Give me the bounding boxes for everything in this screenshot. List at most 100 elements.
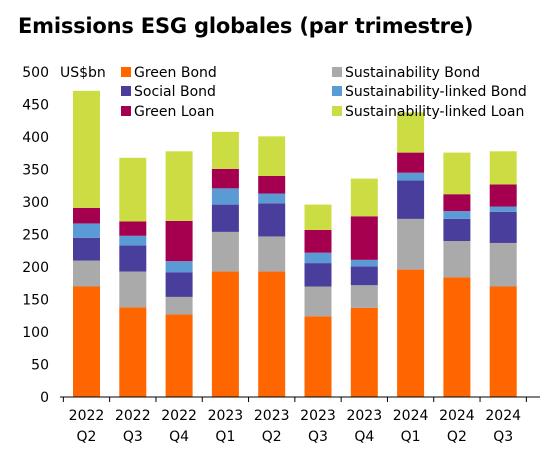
y-tick-label: 250 — [22, 228, 49, 244]
bar-segment-social-bond — [397, 180, 425, 219]
x-tick-label-year: 2023 — [346, 408, 382, 424]
bar-series-group — [73, 90, 517, 397]
legend-swatch — [121, 106, 131, 116]
x-axis: 2022 Q2 2022 Q3 2022 Q4 2023 Q1 2023 Q2 2023 Q3 2023… — [60, 396, 540, 445]
x-tick-label-year: 2023 — [208, 408, 244, 424]
bar-segment-social-bond — [119, 245, 147, 272]
legend-label: Social Bond — [134, 84, 216, 100]
bar-segment-sustainability-linked-bond — [397, 172, 425, 181]
chart-title: Emissions ESG globales (par trimestre) — [18, 14, 474, 38]
bar-segment-sustainability-bond — [397, 218, 425, 270]
bar-segment-sustainability-linked-loan — [258, 136, 286, 176]
x-tick-label-year: 2024 — [393, 408, 429, 424]
y-tick-label: 0 — [40, 390, 49, 406]
legend: Green Bond Sustainability Bond Social Bond… — [121, 65, 527, 120]
x-tick-label-quarter: Q4 — [169, 429, 189, 445]
unit-label: US$bn — [60, 65, 106, 81]
y-tick-label: 50 — [31, 358, 49, 374]
x-tick-label-quarter: Q1 — [401, 429, 421, 445]
bar-segment-sustainability-bond — [73, 260, 100, 287]
bar-segment-sustainability-bond — [443, 241, 471, 278]
bar-segment-sustainability-linked-bond — [119, 235, 147, 246]
bar-segment-green-bond — [443, 277, 471, 397]
bar-segment-sustainability-bond — [304, 286, 332, 317]
x-tick-label-year: 2022 — [161, 408, 197, 424]
x-tick-label-year: 2023 — [300, 408, 336, 424]
x-tick-label-quarter: Q4 — [354, 429, 374, 445]
bar-segment-social-bond — [489, 211, 517, 243]
bar-segment-sustainability-linked-loan — [489, 151, 517, 185]
bar-segment-sustainability-linked-bond — [258, 193, 286, 204]
bar-segment-green-loan — [165, 220, 193, 262]
bar-segment-green-loan — [258, 176, 286, 194]
y-tick-label: 150 — [22, 293, 49, 309]
bar-segment-green-loan — [489, 184, 517, 207]
x-tick-label-year: 2024 — [485, 408, 521, 424]
bar-segment-green-bond — [397, 269, 425, 397]
bar-segment-social-bond — [165, 272, 193, 297]
bar-segment-sustainability-linked-bond — [350, 259, 378, 267]
legend-label: Sustainability-linked Bond — [345, 84, 527, 100]
bar-segment-social-bond — [350, 266, 378, 286]
bar-segment-sustainability-linked-bond — [443, 211, 471, 219]
bar-segment-sustainability-linked-bond — [211, 188, 239, 205]
bar-segment-sustainability-linked-loan — [443, 152, 471, 195]
bar-segment-green-loan — [73, 207, 100, 224]
bar-segment-green-loan — [443, 194, 471, 212]
x-tick-label-quarter: Q3 — [493, 429, 513, 445]
bar-segment-green-bond — [258, 271, 286, 397]
bar-segment-green-bond — [304, 316, 332, 397]
legend-swatch — [121, 67, 131, 77]
legend-label: Green Bond — [134, 65, 217, 81]
bar-segment-green-bond — [350, 307, 378, 397]
bar-segment-sustainability-bond — [211, 231, 239, 272]
bar-segment-sustainability-linked-loan — [350, 178, 378, 217]
bar-segment-sustainability-linked-loan — [304, 204, 332, 230]
bar-segment-sustainability-linked-bond — [489, 206, 517, 212]
legend-swatch — [332, 67, 342, 77]
legend-swatch — [121, 86, 131, 96]
legend-swatch — [332, 86, 342, 96]
legend-label: Green Loan — [134, 104, 214, 120]
bar-segment-sustainability-bond — [489, 242, 517, 287]
x-tick-label-quarter: Q1 — [215, 429, 235, 445]
x-tick-label-quarter: Q2 — [77, 429, 97, 445]
x-tick-label-quarter: Q2 — [447, 429, 467, 445]
x-tick-label-quarter: Q3 — [123, 429, 143, 445]
bar-segment-sustainability-linked-loan — [211, 131, 239, 169]
bar-segment-sustainability-bond — [119, 271, 147, 308]
legend-swatch — [332, 106, 342, 116]
legend-label: Sustainability Bond — [345, 65, 480, 81]
bar-segment-sustainability-linked-bond — [165, 261, 193, 273]
bar-segment-green-bond — [489, 286, 517, 397]
y-tick-label: 450 — [22, 98, 49, 114]
x-tick-label-year: 2024 — [439, 408, 475, 424]
y-tick-label: 350 — [22, 163, 49, 179]
y-tick-label: 300 — [22, 195, 49, 211]
bar-segment-green-loan — [350, 216, 378, 260]
bar-segment-green-bond — [211, 271, 239, 397]
bar-segment-social-bond — [211, 204, 239, 232]
bar-segment-green-bond — [119, 307, 147, 397]
bar-segment-green-loan — [397, 152, 425, 173]
y-tick-label: 500 — [22, 65, 49, 81]
bar-segment-green-loan — [211, 168, 239, 189]
bar-segment-green-loan — [304, 229, 332, 253]
y-tick-label: 200 — [22, 260, 49, 276]
x-tick-label-year: 2023 — [254, 408, 290, 424]
bar-segment-sustainability-linked-loan — [165, 151, 193, 221]
x-tick-label-year: 2022 — [69, 408, 105, 424]
y-tick-label: 100 — [22, 325, 49, 341]
bar-segment-social-bond — [258, 203, 286, 237]
bar-segment-green-loan — [119, 221, 147, 236]
legend-label: Sustainability-linked Loan — [345, 104, 524, 120]
x-tick-label-year: 2022 — [115, 408, 151, 424]
bar-segment-sustainability-linked-bond — [73, 223, 100, 238]
x-tick-label-quarter: Q2 — [262, 429, 282, 445]
y-tick-label: 400 — [22, 130, 49, 146]
bar-segment-social-bond — [304, 263, 332, 287]
bar-segment-social-bond — [443, 218, 471, 241]
bar-segment-sustainability-linked-loan — [397, 112, 425, 153]
bar-segment-social-bond — [73, 237, 100, 261]
